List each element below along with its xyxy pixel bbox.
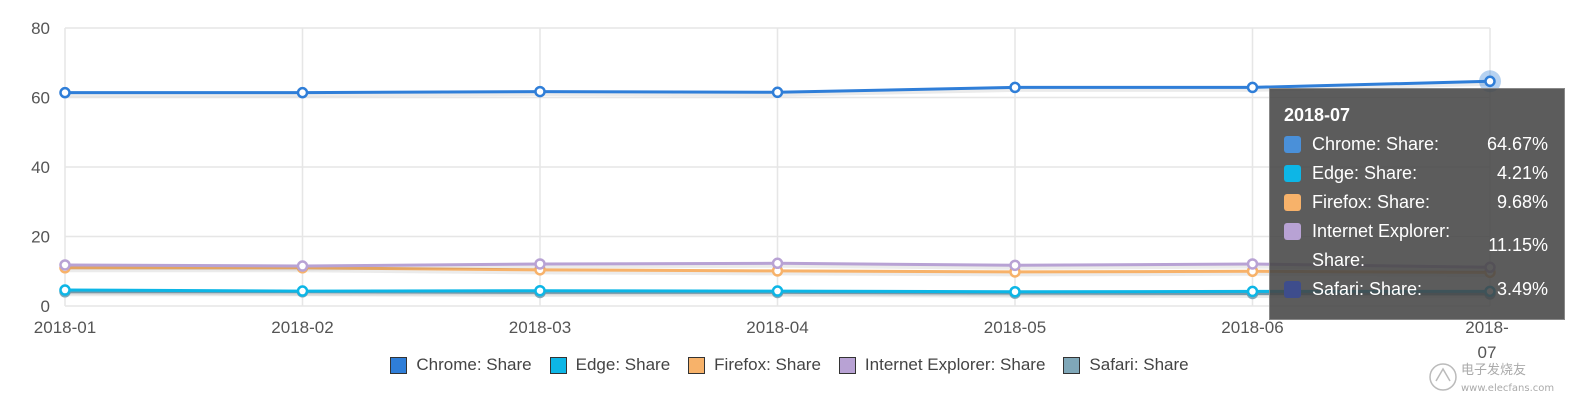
tooltip-value: 3.49% bbox=[1496, 279, 1548, 299]
data-point[interactable] bbox=[771, 285, 784, 297]
legend-swatch bbox=[390, 356, 408, 374]
tooltip-swatch bbox=[1284, 194, 1301, 211]
x-tick-label: 2018-04 bbox=[746, 318, 808, 337]
tooltip-value: 64.67% bbox=[1486, 134, 1548, 154]
data-point[interactable] bbox=[771, 86, 784, 99]
y-axis-ticks: 80 60 40 20 0 bbox=[31, 19, 50, 316]
x-tick-label: 2018-02 bbox=[271, 318, 333, 337]
legend-item[interactable]: Safari: Share bbox=[1063, 355, 1189, 375]
legend-label: Internet Explorer: Share bbox=[864, 355, 1046, 374]
legend-swatch bbox=[1063, 356, 1081, 374]
x-tick-label: 2018-05 bbox=[984, 318, 1046, 337]
data-point[interactable] bbox=[296, 260, 309, 272]
legend-label: Edge: Share bbox=[575, 355, 671, 374]
legend-item[interactable]: Edge: Share bbox=[549, 355, 671, 375]
tooltip-row: Internet Explorer: Share: 11.15% bbox=[1284, 217, 1548, 275]
tooltip-swatch bbox=[1284, 165, 1301, 182]
data-point[interactable] bbox=[1246, 285, 1259, 298]
x-tick-label: 2018-03 bbox=[509, 318, 571, 337]
data-point[interactable] bbox=[59, 259, 71, 271]
x-tick-label: 2018- bbox=[1465, 318, 1508, 337]
data-point[interactable] bbox=[1009, 259, 1021, 272]
watermark-logo: 电子发烧友 www.elecfans.com bbox=[1429, 362, 1554, 394]
y-tick-label: 40 bbox=[31, 158, 50, 177]
data-point[interactable] bbox=[296, 86, 309, 99]
legend-label: Safari: Share bbox=[1089, 355, 1189, 374]
tooltip-label: Internet Explorer: Share: bbox=[1312, 221, 1451, 270]
x-tick-label: 2018-01 bbox=[34, 318, 96, 337]
legend-swatch bbox=[838, 356, 856, 374]
legend-swatch bbox=[549, 356, 567, 374]
tooltip-swatch bbox=[1284, 136, 1301, 153]
data-point[interactable] bbox=[1246, 81, 1259, 94]
data-point[interactable] bbox=[534, 85, 546, 98]
tooltip-row: Edge: Share: 4.21% bbox=[1284, 159, 1548, 188]
tooltip-row: Chrome: Share: 64.67% bbox=[1284, 130, 1548, 159]
data-point[interactable] bbox=[296, 285, 309, 297]
data-point[interactable] bbox=[534, 284, 546, 297]
data-point[interactable] bbox=[771, 257, 784, 270]
tooltip-label: Safari: Share: bbox=[1312, 279, 1423, 299]
y-tick-label: 0 bbox=[41, 297, 50, 316]
tooltip-swatch bbox=[1284, 223, 1301, 240]
tooltip-swatch bbox=[1284, 281, 1301, 298]
tooltip-label: Edge: Share: bbox=[1312, 163, 1418, 183]
legend-swatch bbox=[688, 356, 706, 374]
legend-item[interactable]: Internet Explorer: Share bbox=[838, 355, 1046, 375]
tooltip-label: Chrome: Share: bbox=[1312, 134, 1440, 154]
legend-label: Chrome: Share bbox=[416, 355, 532, 374]
x-tick-label: 07 bbox=[1478, 343, 1497, 362]
watermark-site: www.elecfans.com bbox=[1461, 383, 1554, 394]
tooltip: 2018-07 Chrome: Share: 64.67% Edge: Share:… bbox=[1269, 88, 1565, 320]
tooltip-row: Safari: Share: 3.49% bbox=[1284, 275, 1548, 304]
data-point[interactable] bbox=[1009, 81, 1021, 94]
x-tick-label: 2018-06 bbox=[1221, 318, 1283, 337]
legend-item[interactable]: Firefox: Share bbox=[688, 355, 821, 375]
watermark-text: 电子发烧友 bbox=[1461, 362, 1526, 378]
x-axis-ticks: 2018-01 2018-02 2018-03 2018-04 2018-05 2018-… bbox=[34, 318, 1509, 362]
tooltip-title: 2018-07 bbox=[1284, 105, 1351, 125]
tooltip-row: Firefox: Share: 9.68% bbox=[1284, 188, 1548, 217]
tooltip-label: Firefox: Share: bbox=[1312, 192, 1431, 212]
data-point[interactable] bbox=[59, 284, 71, 296]
data-point[interactable] bbox=[1484, 75, 1496, 88]
data-point[interactable] bbox=[1009, 286, 1021, 298]
tooltip-value: 9.68% bbox=[1496, 192, 1548, 212]
legend-item[interactable]: Chrome: Share bbox=[390, 355, 532, 375]
series-group bbox=[59, 70, 1501, 300]
y-tick-label: 20 bbox=[31, 228, 50, 247]
tooltip-value: 11.15% bbox=[1488, 235, 1548, 255]
y-tick-label: 60 bbox=[31, 89, 50, 108]
tooltip-value: 4.21% bbox=[1496, 163, 1548, 183]
y-tick-label: 80 bbox=[31, 19, 50, 38]
data-point[interactable] bbox=[534, 258, 546, 270]
data-point[interactable] bbox=[59, 86, 71, 99]
legend-label: Firefox: Share bbox=[714, 355, 821, 374]
legend: Chrome: Share Edge: Share Firefox: Share In… bbox=[0, 355, 1579, 375]
data-point[interactable] bbox=[1246, 258, 1259, 270]
